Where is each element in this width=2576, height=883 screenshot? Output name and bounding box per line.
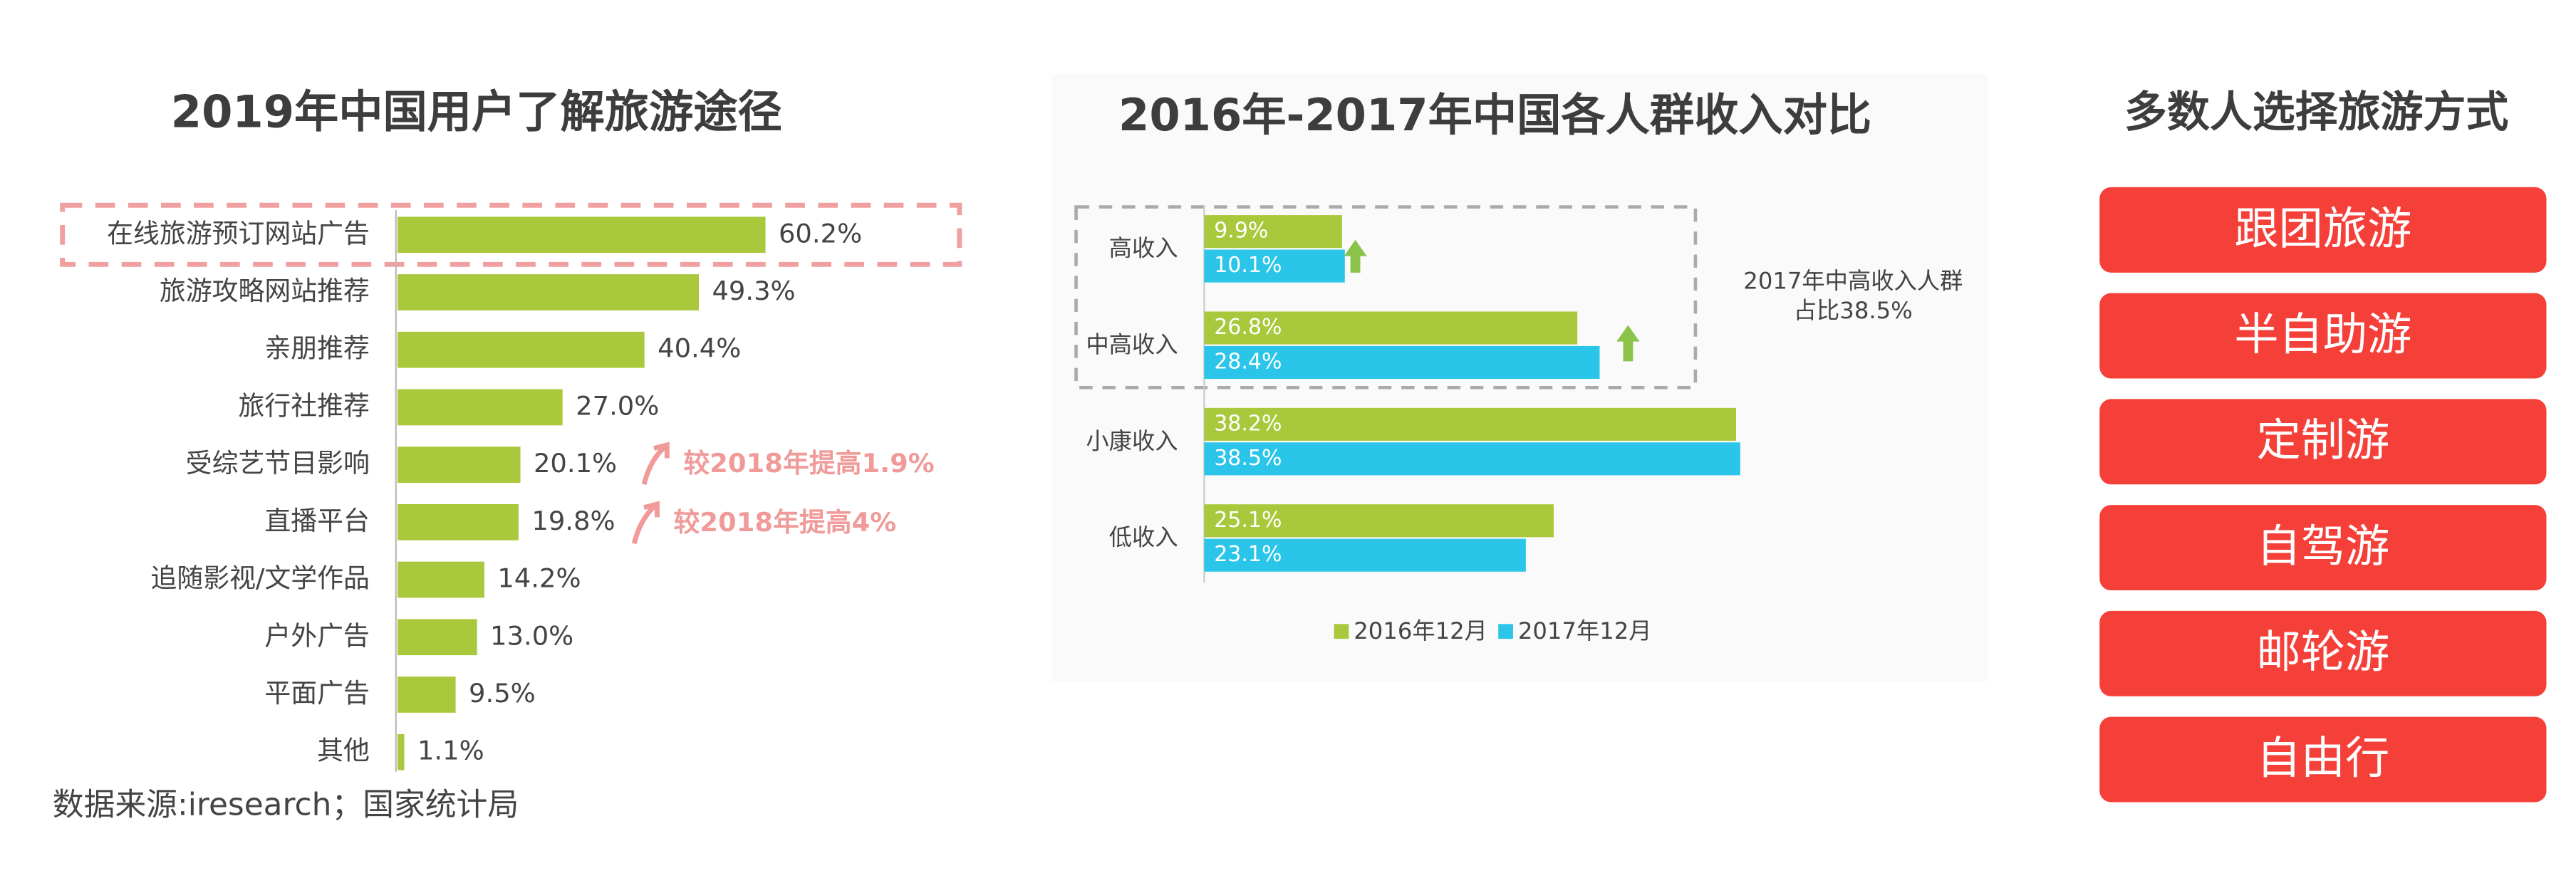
value-label: 49.3% [712,276,795,306]
category-label: 亲朋推荐 [264,333,370,364]
category-label: 平面广告 [264,678,370,709]
option-label[interactable]: 自驾游 [2256,520,2389,572]
value-label: 20.1% [534,448,617,479]
option-label[interactable]: 邮轮游 [2256,626,2389,678]
chart-title: 2019年中国用户了解旅游途径 [171,86,782,138]
category-label: 旅行社推荐 [238,390,369,421]
bar [1204,538,1526,572]
option-button[interactable] [2099,610,2547,696]
value-label: 13.0% [490,620,573,651]
category-label: 在线旅游预订网站广告 [107,218,370,249]
value-label: 25.1% [1214,508,1282,533]
bar [398,676,456,713]
value-label: 26.8% [1214,315,1282,340]
value-label: 9.9% [1214,219,1268,244]
bar [398,216,766,254]
option-label[interactable]: 自由行 [2256,732,2389,784]
legend-swatch [1334,624,1349,639]
value-label: 1.1% [417,736,484,766]
category-label: 户外广告 [264,620,370,651]
bar [398,446,521,483]
option-button[interactable] [2099,505,2547,591]
option-label[interactable]: 定制游 [2256,414,2389,466]
annotation: 2017年中高收入人群 [1743,268,1963,295]
value-label: 23.1% [1214,542,1282,567]
option-button[interactable] [2099,187,2547,273]
category-label: 高收入 [1109,235,1178,262]
option-button[interactable] [2099,293,2547,379]
annotation: 占比38.5% [1794,297,1913,324]
bar [1204,249,1345,283]
value-label: 40.4% [658,333,741,364]
category-label: 小康收入 [1086,427,1178,454]
category-label: 追随影视/文学作品 [150,563,369,594]
highlight-box [60,202,962,267]
bar [1204,345,1600,380]
bar [398,561,484,598]
bar [398,331,645,368]
value-label: 10.1% [1214,253,1282,278]
bar [398,503,519,540]
bar [1204,311,1578,345]
panel-title: 多数人选择旅游方式 [2124,88,2508,137]
category-label: 其他 [317,736,370,766]
bar [398,619,477,656]
arrow [631,501,660,545]
category-label: 低收入 [1109,524,1178,551]
option-button[interactable] [2099,716,2547,803]
value-label: 9.5% [469,678,536,709]
highlight-box [1074,205,1698,390]
value-label: 38.5% [1214,446,1282,471]
option-button[interactable] [2099,399,2547,485]
legend-label: 2016年12月 [1354,617,1487,644]
bar [1204,442,1740,476]
bar [1204,215,1342,249]
category-label: 受综艺节目影响 [186,448,370,479]
source: 数据来源:iresearch；国家统计局 [53,786,519,822]
chart-title: 2016年-2017年中国各人群收入对比 [1118,89,1871,141]
annotation: 较2018年提高1.9% [683,448,934,479]
value-label: 14.2% [497,563,581,594]
category-label: 旅游攻略网站推荐 [160,276,370,306]
value-label: 38.2% [1214,411,1282,436]
bar [1204,407,1736,441]
arrow [641,441,670,486]
value-label: 19.8% [531,506,615,536]
bar [398,274,700,310]
bar [1204,504,1554,538]
option-label[interactable]: 半自助游 [2234,308,2411,360]
category-label: 直播平台 [264,506,370,536]
annotation: 较2018年提高4% [674,507,897,538]
value-label: 60.2% [779,218,862,249]
value-label: 28.4% [1214,349,1282,374]
legend-label: 2017年12月 [1518,617,1652,644]
bar [398,389,563,426]
category-label: 中高收入 [1086,331,1178,358]
value-label: 27.0% [576,390,659,421]
legend-swatch [1498,624,1513,639]
option-label[interactable]: 跟团旅游 [2234,202,2411,254]
bar [398,733,405,770]
